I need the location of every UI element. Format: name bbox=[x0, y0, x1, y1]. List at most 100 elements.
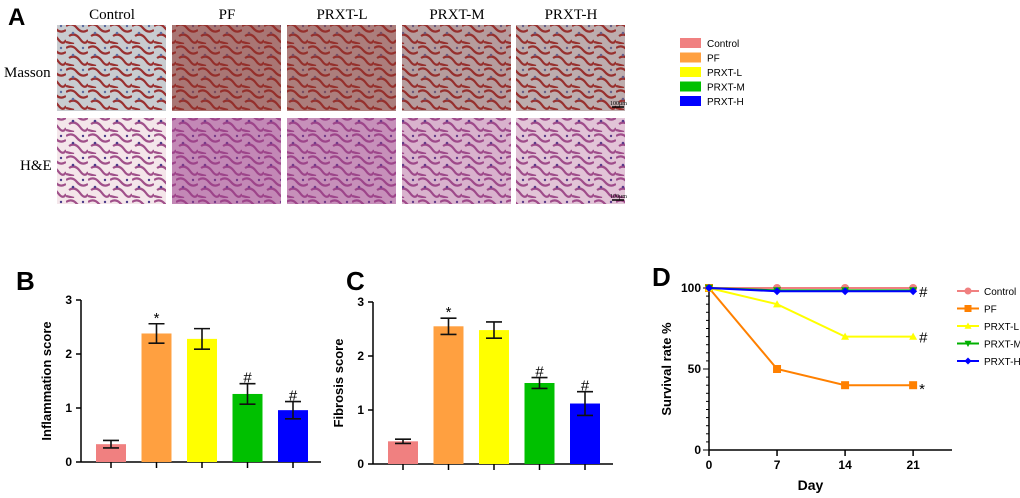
legend-swatch bbox=[680, 38, 701, 48]
tissue-density-overlay bbox=[287, 118, 396, 204]
significance-mark: * bbox=[446, 304, 452, 321]
histology-image bbox=[516, 25, 625, 111]
y-tick-label: 0 bbox=[65, 455, 72, 469]
error-bar bbox=[395, 438, 411, 445]
legend-label: Control bbox=[707, 39, 739, 50]
x-axis-label: Day bbox=[798, 477, 824, 493]
bar bbox=[187, 338, 217, 462]
panel-label: B bbox=[16, 266, 35, 296]
legend-swatch bbox=[680, 81, 701, 92]
histology-image bbox=[57, 25, 166, 111]
scale-bar-label: 100μm bbox=[610, 101, 627, 107]
legend-label: PRXT-M bbox=[984, 340, 1020, 351]
y-tick-label: 3 bbox=[357, 295, 364, 309]
error-bar bbox=[239, 382, 256, 406]
data-point bbox=[773, 287, 782, 296]
legend-label: PF bbox=[984, 305, 997, 316]
histology-image bbox=[402, 118, 511, 204]
data-point bbox=[909, 287, 918, 296]
series-line bbox=[708, 287, 914, 293]
significance-mark: # bbox=[289, 388, 298, 405]
legend-swatch bbox=[680, 52, 701, 63]
tissue-density-overlay bbox=[516, 25, 625, 111]
bar bbox=[388, 441, 418, 464]
panel-a-label: A bbox=[8, 4, 25, 31]
x-tick-label: 0 bbox=[706, 458, 713, 472]
error-bar bbox=[194, 327, 210, 350]
data-point bbox=[964, 340, 972, 347]
panel-label: D bbox=[652, 262, 671, 292]
data-point bbox=[841, 332, 850, 340]
data-point bbox=[964, 287, 972, 295]
y-tick-label: 3 bbox=[65, 293, 72, 307]
error-bar bbox=[577, 390, 593, 417]
y-tick-label: 2 bbox=[65, 347, 72, 361]
column-label: PRXT-L bbox=[316, 7, 367, 23]
y-tick-label: 0 bbox=[357, 457, 364, 471]
data-point bbox=[909, 332, 918, 340]
tissue-density-overlay bbox=[402, 118, 511, 204]
y-tick-label: 100 bbox=[681, 281, 701, 295]
histology-image bbox=[402, 25, 511, 111]
data-point bbox=[964, 322, 972, 329]
histology-image bbox=[516, 118, 625, 204]
data-point bbox=[841, 381, 850, 390]
tissue-density-overlay bbox=[287, 25, 396, 111]
legend-label: PRXT-L bbox=[707, 68, 742, 79]
error-bar bbox=[486, 321, 502, 339]
scale-bar-label: 100μm bbox=[610, 194, 627, 200]
significance-mark: * bbox=[154, 310, 160, 327]
significance-mark: # bbox=[243, 370, 252, 387]
legend-label: Control bbox=[984, 287, 1016, 298]
y-tick-label: 1 bbox=[357, 403, 364, 417]
bar bbox=[524, 383, 555, 464]
panel-label: C bbox=[346, 266, 365, 296]
tissue-density-overlay bbox=[516, 118, 625, 204]
row-label: Masson bbox=[4, 65, 51, 81]
series-line bbox=[708, 287, 914, 338]
significance-mark: # bbox=[535, 364, 544, 381]
bar bbox=[141, 333, 172, 462]
row-label: H&E bbox=[20, 158, 52, 174]
data-point bbox=[964, 357, 972, 365]
legend-label: PRXT-H bbox=[707, 97, 744, 108]
histology-image bbox=[57, 118, 166, 204]
y-axis-label: Inflammation score bbox=[39, 321, 54, 440]
column-label: PRXT-M bbox=[429, 7, 484, 23]
tissue-density-overlay bbox=[172, 118, 281, 204]
legend-swatch bbox=[680, 67, 701, 77]
data-point bbox=[841, 287, 850, 296]
y-tick-label: 1 bbox=[65, 401, 72, 415]
x-tick-label: 21 bbox=[906, 458, 920, 472]
bar bbox=[232, 393, 263, 462]
legend-label: PRXT-M bbox=[707, 83, 745, 94]
y-axis-label: Fibrosis score bbox=[331, 339, 346, 428]
significance-mark: * bbox=[919, 381, 925, 398]
legend-label: PRXT-H bbox=[984, 357, 1020, 368]
tissue-density-overlay bbox=[402, 25, 511, 111]
data-point bbox=[909, 381, 918, 390]
data-point bbox=[773, 365, 782, 373]
error-bar bbox=[531, 376, 548, 390]
legend-label: PF bbox=[707, 54, 720, 65]
x-tick-label: 7 bbox=[774, 458, 781, 472]
column-label: Control bbox=[89, 7, 135, 23]
column-label: PF bbox=[219, 7, 236, 23]
data-point bbox=[964, 305, 972, 312]
legend-label: PRXT-L bbox=[984, 322, 1019, 333]
y-tick-label: 2 bbox=[357, 349, 364, 363]
data-point bbox=[773, 300, 782, 308]
y-tick-label: 50 bbox=[688, 362, 702, 376]
column-label: PRXT-H bbox=[545, 7, 598, 23]
data-point bbox=[705, 284, 713, 292]
series-line bbox=[708, 287, 914, 387]
error-bar bbox=[285, 400, 301, 420]
significance-mark: # bbox=[919, 284, 928, 301]
x-tick-label: 14 bbox=[838, 458, 852, 472]
y-axis-label: Survival rate % bbox=[659, 322, 674, 416]
tissue-density-overlay bbox=[172, 25, 281, 111]
legend-swatch bbox=[680, 96, 701, 106]
error-bar bbox=[103, 439, 119, 449]
